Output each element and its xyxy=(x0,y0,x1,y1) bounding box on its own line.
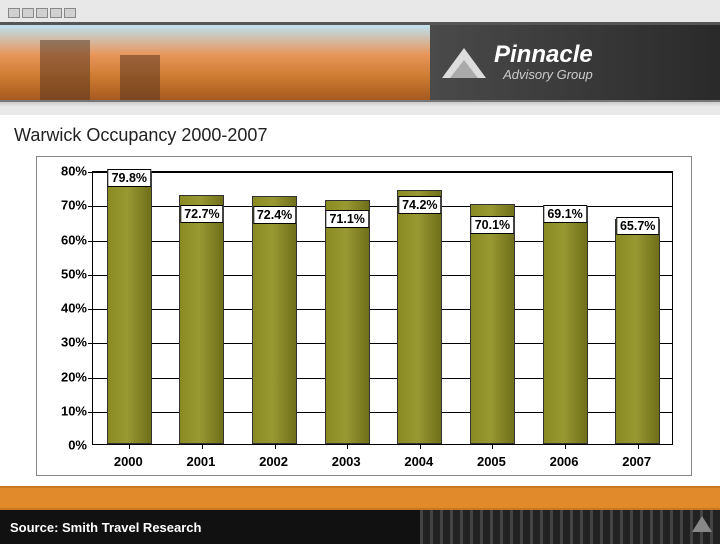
chart-ytick-label: 70% xyxy=(37,198,87,213)
chart-ytick-label: 10% xyxy=(37,403,87,418)
chart-value-label: 72.4% xyxy=(253,206,296,224)
source-line: Source: Smith Travel Research xyxy=(10,520,201,535)
chart-value-label: 69.1% xyxy=(543,205,586,223)
footer-accent-bar xyxy=(0,486,720,510)
brand-name: Pinnacle xyxy=(494,43,593,67)
chart-ytick-label: 50% xyxy=(37,266,87,281)
footer-bar: Source: Smith Travel Research xyxy=(0,510,720,544)
brand-subtitle: Advisory Group xyxy=(494,67,593,82)
chart-value-label: 74.2% xyxy=(398,196,441,214)
chart-value-label: 65.7% xyxy=(616,217,659,235)
header-city-image xyxy=(0,22,430,100)
chart-xtick-label: 2000 xyxy=(114,454,143,469)
slide-title: Warwick Occupancy 2000-2007 xyxy=(0,115,720,152)
chart-ytick-label: 0% xyxy=(37,438,87,453)
chart-xtick-label: 2003 xyxy=(332,454,361,469)
chart-value-label: 72.7% xyxy=(180,205,223,223)
occupancy-chart: 79.8% 72.7% 72.4% 71.1% 74.2% 70.1% 69.1% 65.7%… xyxy=(36,156,692,476)
chart-xtick-label: 2001 xyxy=(186,454,215,469)
brand-mountain-icon xyxy=(442,48,486,78)
header-decor-squares xyxy=(8,8,76,18)
chart-bar xyxy=(470,204,515,444)
chart-ytick-label: 20% xyxy=(37,369,87,384)
chart-value-label: 71.1% xyxy=(325,210,368,228)
chart-bar xyxy=(615,219,660,444)
chart-xtick-label: 2002 xyxy=(259,454,288,469)
brand-logo-block: Pinnacle Advisory Group xyxy=(430,22,720,100)
chart-xtick-label: 2004 xyxy=(404,454,433,469)
chart-value-label: 79.8% xyxy=(108,169,151,187)
chart-ytick-label: 40% xyxy=(37,301,87,316)
chart-bar xyxy=(543,207,588,444)
header-divider xyxy=(0,100,720,108)
chart-bar xyxy=(397,190,442,444)
chart-bar xyxy=(252,196,297,444)
chart-bar xyxy=(179,195,224,444)
chart-plot-area: 79.8% 72.7% 72.4% 71.1% 74.2% 70.1% 69.1% 65.7% xyxy=(92,171,673,445)
header-banner: Pinnacle Advisory Group xyxy=(0,0,720,115)
chart-value-label: 70.1% xyxy=(471,216,514,234)
chart-ytick-label: 80% xyxy=(37,164,87,179)
chart-xtick-label: 2005 xyxy=(477,454,506,469)
chart-xtick-label: 2007 xyxy=(622,454,651,469)
chart-ytick-label: 30% xyxy=(37,335,87,350)
chart-ytick-label: 60% xyxy=(37,232,87,247)
chart-bar xyxy=(107,171,152,444)
chart-xtick-label: 2006 xyxy=(550,454,579,469)
chart-bar xyxy=(325,200,370,444)
footer-decor xyxy=(420,510,720,544)
chart-gridline xyxy=(93,172,672,173)
footer: Source: Smith Travel Research xyxy=(0,486,720,540)
